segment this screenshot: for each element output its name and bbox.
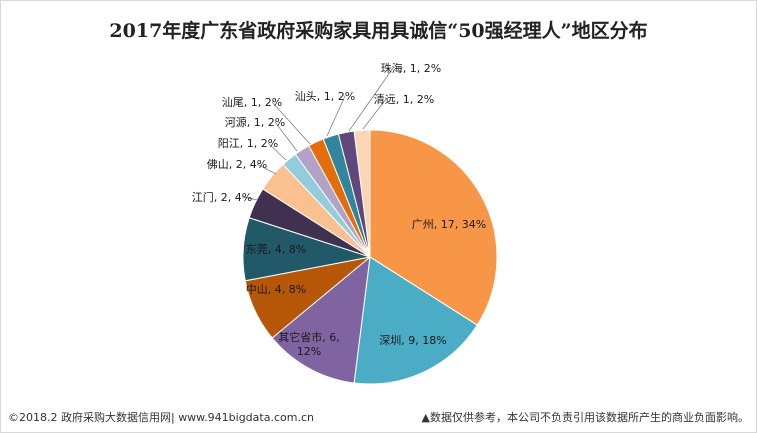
leader-line: [271, 101, 311, 145]
slice-label: 河源, 1, 2%: [225, 115, 285, 129]
footer-disclaimer: ▲数据仅供参考，本公司不负责引用该数据所产生的商业负面影响。: [421, 411, 749, 424]
leader-line: [241, 196, 259, 201]
pie-slice: [369, 129, 498, 326]
slice-label: 清远, 1, 2%: [374, 93, 434, 106]
leader-line: [362, 98, 387, 130]
slice-label: 汕尾, 1, 2%: [222, 96, 282, 109]
slice-label: 其它省市, 6, 12%: [278, 330, 340, 358]
slice-label: 江门, 2, 4%: [192, 190, 252, 204]
leader-line: [274, 121, 298, 152]
slice-label: 中山, 4, 8%: [246, 283, 306, 296]
footer-copyright: ©2018.2 政府采购大数据信用网| www.941bigdata.com.c…: [8, 411, 314, 424]
leader-line: [326, 95, 346, 137]
pie-slice: [353, 129, 371, 258]
slice-label: 广州, 17, 34%: [412, 218, 486, 231]
leader-line: [256, 163, 277, 175]
pie-slice: [353, 256, 478, 385]
slice-label: 汕头, 1, 2%: [295, 90, 355, 103]
pie-slice: [271, 255, 371, 384]
slice-label: 深圳, 9, 18%: [379, 334, 446, 347]
slice-label: 佛山, 2, 4%: [207, 158, 267, 171]
slice-label: 珠海, 1, 2%: [381, 61, 441, 75]
chart-title: 2017年度广东省政府采购家具用具诚信“50强经理人”地区分布: [109, 20, 648, 42]
slice-label: 阳江, 1, 2%: [218, 137, 278, 150]
leader-line: [267, 142, 287, 161]
leader-line: [348, 67, 394, 132]
slice-label: 东莞, 4, 8%: [246, 243, 306, 256]
